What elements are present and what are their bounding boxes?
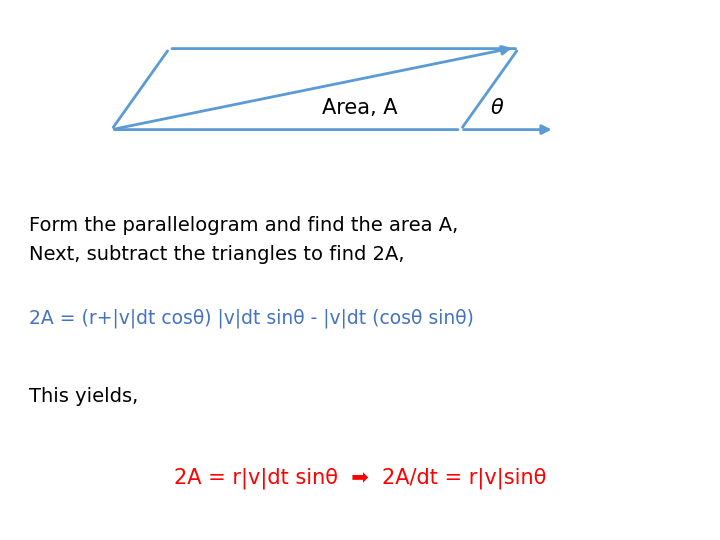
Text: 2A = r|v|dt sinθ  ➡  2A/dt = r|v|sinθ: 2A = r|v|dt sinθ ➡ 2A/dt = r|v|sinθ [174, 467, 546, 489]
Text: 2A = (r+|v|dt cosθ) |v|dt sinθ - |v|dt (cosθ sinθ): 2A = (r+|v|dt cosθ) |v|dt sinθ - |v|dt (… [29, 309, 474, 328]
Text: θ: θ [490, 98, 503, 118]
Text: Form the parallelogram and find the area A,
Next, subtract the triangles to find: Form the parallelogram and find the area… [29, 216, 458, 265]
Text: This yields,: This yields, [29, 387, 138, 407]
Text: Area, A: Area, A [323, 98, 397, 118]
